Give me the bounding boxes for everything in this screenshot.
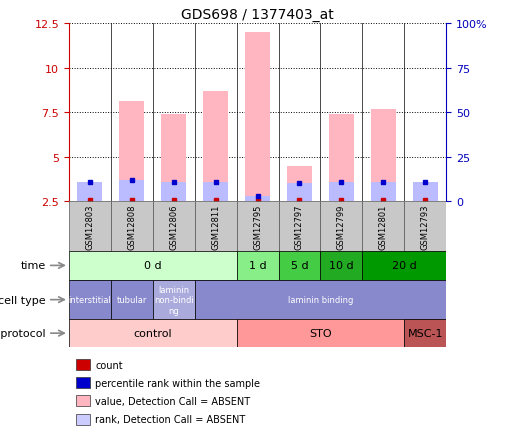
Text: GSM12799: GSM12799 xyxy=(336,204,345,249)
Bar xyxy=(362,202,404,251)
Bar xyxy=(236,202,278,251)
Bar xyxy=(278,251,320,280)
Text: STO: STO xyxy=(308,329,331,339)
Bar xyxy=(412,182,437,202)
Text: GSM12797: GSM12797 xyxy=(294,204,303,249)
Text: rank, Detection Call = ABSENT: rank, Detection Call = ABSENT xyxy=(95,414,245,424)
Bar xyxy=(76,395,90,406)
Bar xyxy=(328,182,353,202)
Bar xyxy=(161,115,186,202)
Bar xyxy=(110,280,152,319)
Bar xyxy=(236,251,278,280)
Text: value, Detection Call = ABSENT: value, Detection Call = ABSENT xyxy=(95,396,250,406)
Text: 20 d: 20 d xyxy=(391,261,416,271)
Bar xyxy=(370,109,395,202)
Text: MSC-1: MSC-1 xyxy=(407,329,442,339)
Title: GDS698 / 1377403_at: GDS698 / 1377403_at xyxy=(181,7,333,21)
Text: time: time xyxy=(20,261,46,271)
Bar xyxy=(236,319,404,347)
Bar xyxy=(152,202,194,251)
Text: 5 d: 5 d xyxy=(290,261,308,271)
Text: count: count xyxy=(95,360,123,370)
Bar xyxy=(77,182,102,202)
Bar xyxy=(278,202,320,251)
Text: control: control xyxy=(133,329,172,339)
Bar xyxy=(244,33,270,202)
Bar xyxy=(119,102,144,202)
Text: GSM12808: GSM12808 xyxy=(127,204,136,249)
Text: GSM12793: GSM12793 xyxy=(420,204,429,249)
Bar xyxy=(69,251,236,280)
Bar xyxy=(320,202,362,251)
Text: 1 d: 1 d xyxy=(248,261,266,271)
Bar xyxy=(69,280,110,319)
Bar xyxy=(69,319,236,347)
Bar xyxy=(77,193,102,202)
Text: growth protocol: growth protocol xyxy=(0,329,46,339)
Bar xyxy=(370,182,395,202)
Bar xyxy=(161,182,186,202)
Bar xyxy=(244,197,270,202)
Bar xyxy=(69,202,110,251)
Text: GSM12806: GSM12806 xyxy=(169,204,178,249)
Bar xyxy=(328,115,353,202)
Text: 10 d: 10 d xyxy=(328,261,353,271)
Text: GSM12801: GSM12801 xyxy=(378,204,387,249)
Bar xyxy=(404,202,445,251)
Bar xyxy=(362,251,445,280)
Bar xyxy=(203,182,228,202)
Bar xyxy=(194,202,236,251)
Text: tubular: tubular xyxy=(117,296,147,304)
Bar xyxy=(152,280,194,319)
Text: percentile rank within the sample: percentile rank within the sample xyxy=(95,378,260,388)
Text: laminin
non-bindi
ng: laminin non-bindi ng xyxy=(154,285,193,315)
Bar xyxy=(76,377,90,388)
Text: interstitial: interstitial xyxy=(68,296,111,304)
Text: cell type: cell type xyxy=(0,295,46,305)
Bar xyxy=(194,280,445,319)
Text: laminin binding: laminin binding xyxy=(287,296,352,304)
Bar xyxy=(320,251,362,280)
Bar xyxy=(110,202,152,251)
Bar xyxy=(404,319,445,347)
Bar xyxy=(287,184,312,202)
Text: GSM12795: GSM12795 xyxy=(252,204,262,249)
Text: GSM12803: GSM12803 xyxy=(85,204,94,249)
Bar xyxy=(119,181,144,202)
Bar xyxy=(287,166,312,202)
Bar xyxy=(203,92,228,202)
Bar xyxy=(412,191,437,202)
Text: 0 d: 0 d xyxy=(144,261,161,271)
Bar xyxy=(76,359,90,370)
Bar xyxy=(76,414,90,425)
Text: GSM12811: GSM12811 xyxy=(211,204,220,249)
